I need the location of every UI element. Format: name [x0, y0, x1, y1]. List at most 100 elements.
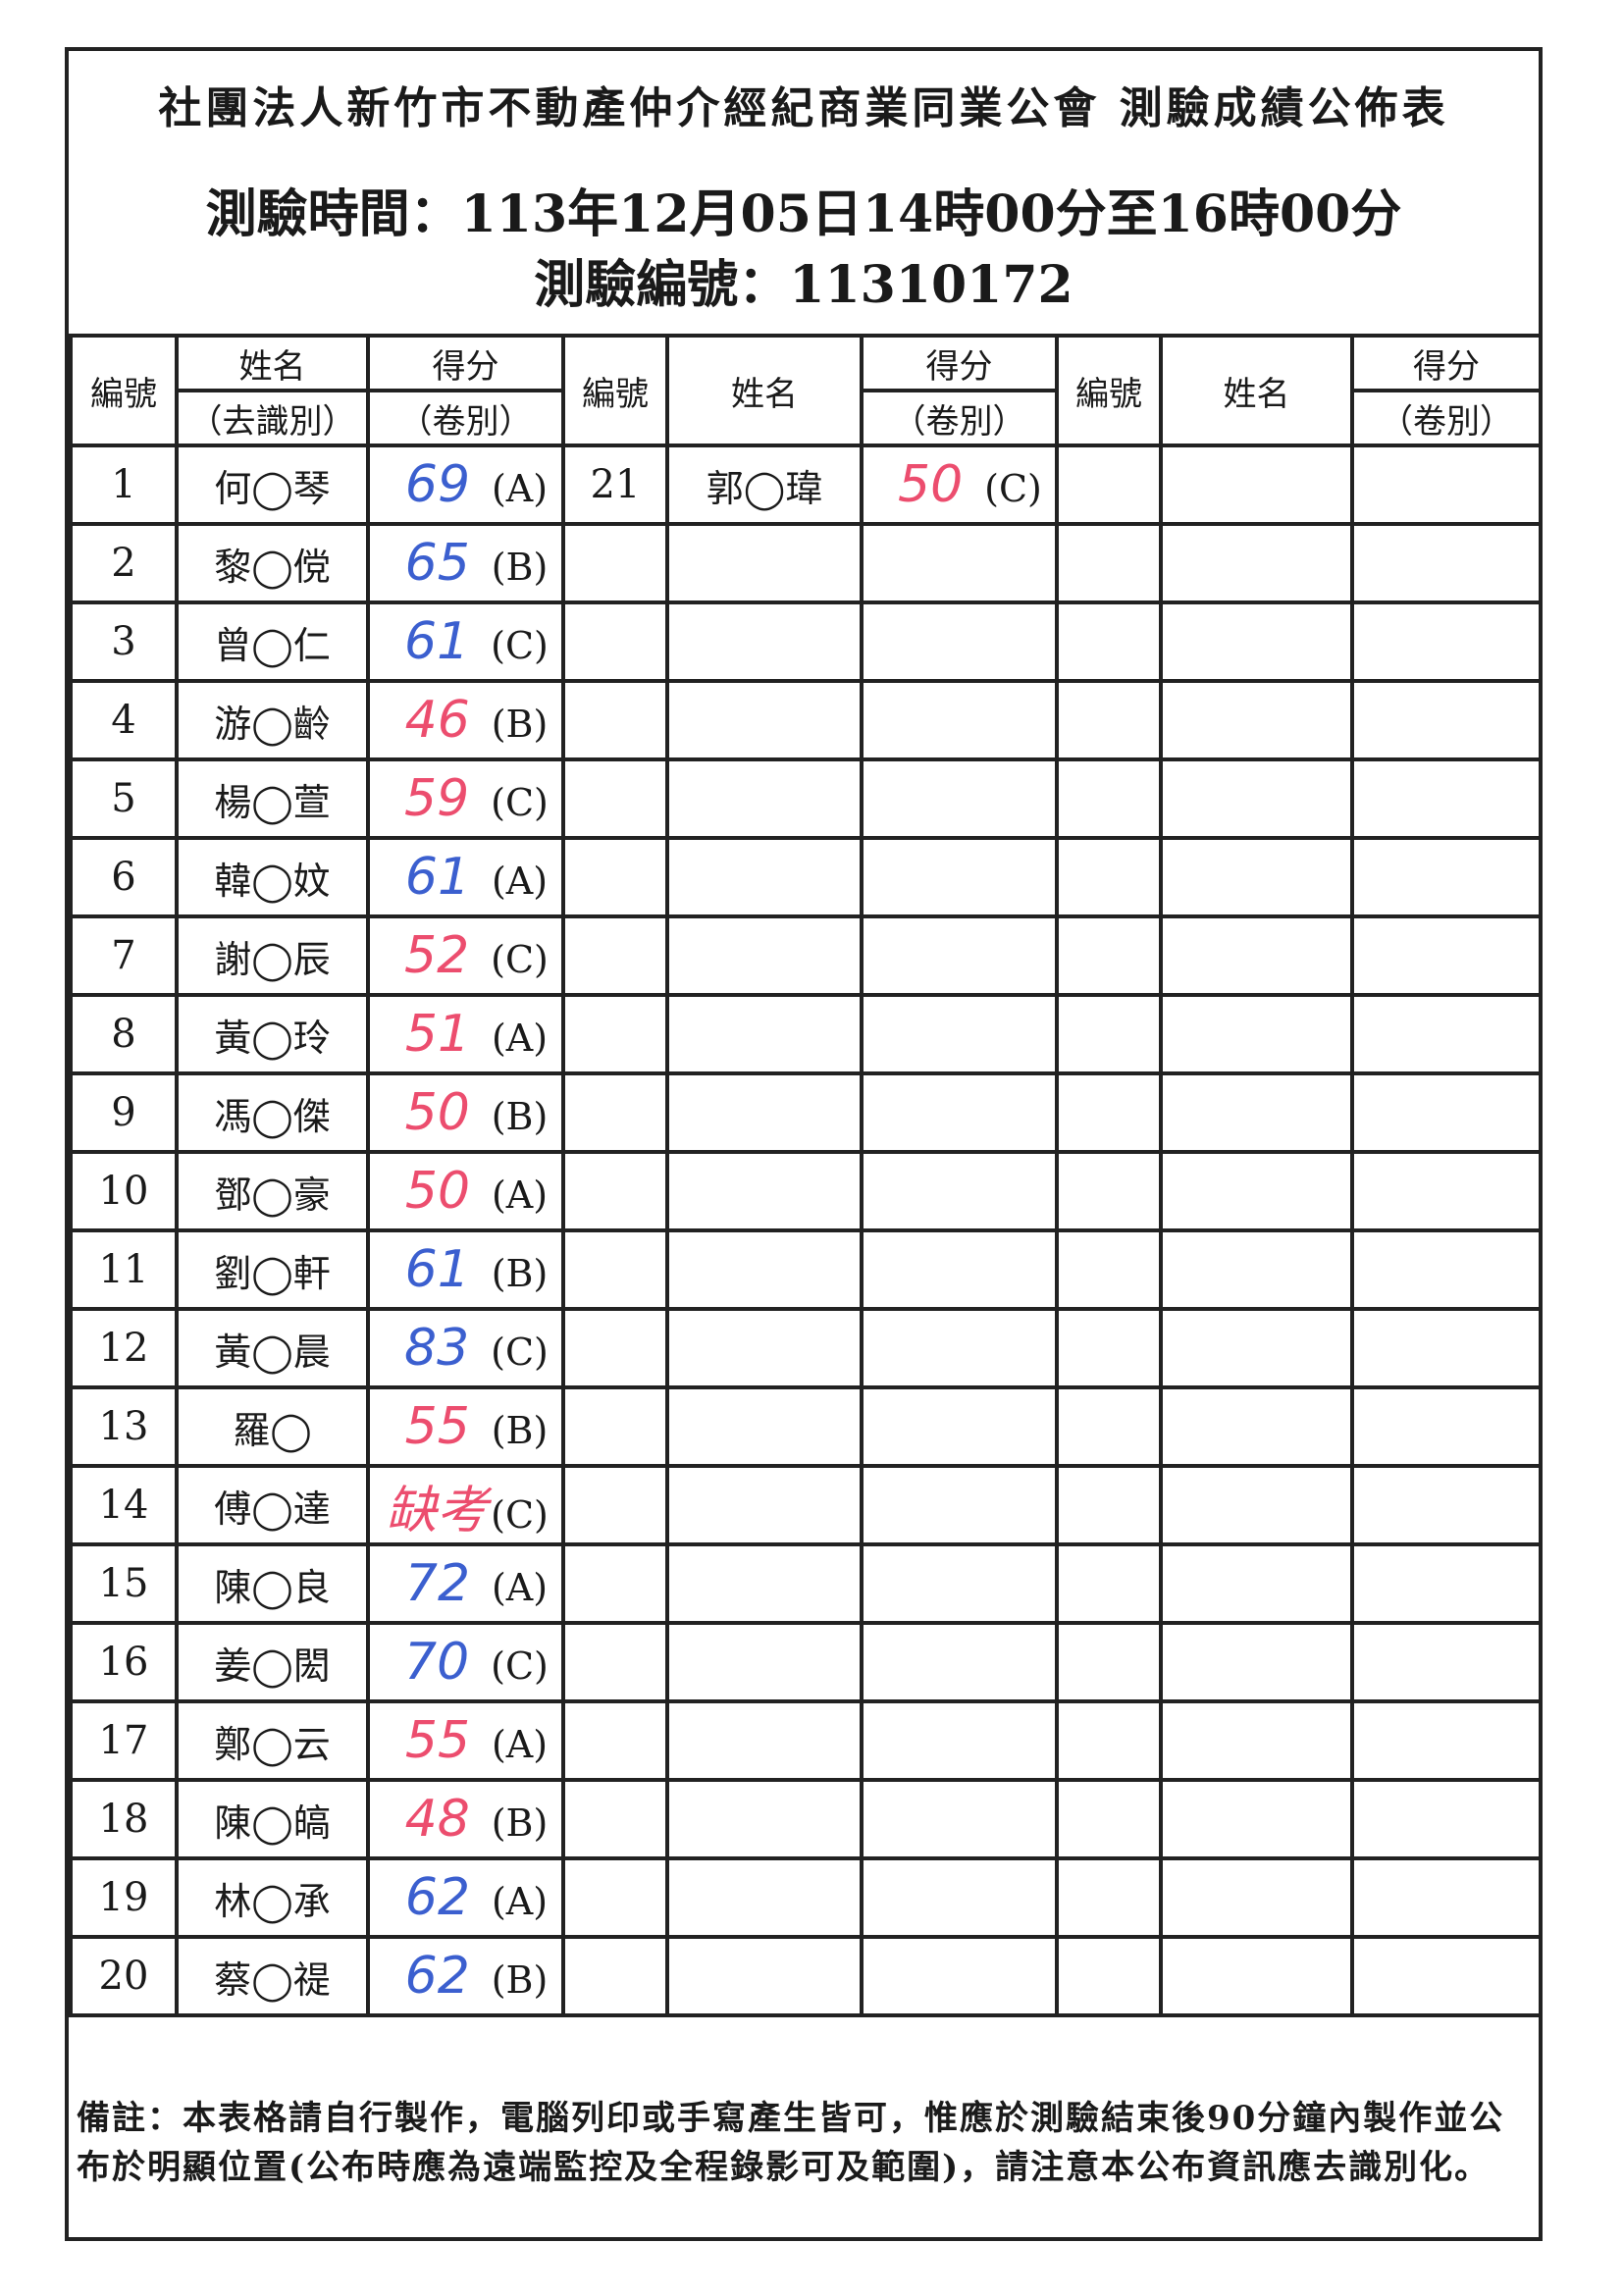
row-score-cell: 83 (C) — [366, 1307, 565, 1389]
row-number: 13 — [69, 1385, 179, 1468]
row-number: 1 — [69, 444, 179, 526]
empty-cell — [665, 1071, 864, 1154]
row-name: 何◯琴 — [175, 444, 370, 526]
empty-cell — [860, 1307, 1059, 1389]
empty-cell — [1159, 1778, 1354, 1860]
empty-cell — [1350, 1856, 1543, 1939]
empty-cell — [665, 993, 864, 1075]
empty-cell — [665, 1621, 864, 1703]
empty-cell — [1350, 1307, 1543, 1389]
row-score-cell: 59 (C) — [366, 757, 565, 840]
empty-cell — [561, 679, 669, 761]
empty-cell — [1159, 1856, 1354, 1939]
row-number: 18 — [69, 1778, 179, 1860]
row-paper: (B) — [491, 703, 549, 746]
empty-cell — [561, 600, 669, 683]
row-score-cell: 46 (B) — [366, 679, 565, 761]
empty-cell — [1350, 757, 1543, 840]
empty-cell — [1159, 993, 1354, 1075]
header-no: 編號 — [1055, 334, 1163, 447]
row-score-cell: 50 (B) — [366, 1071, 565, 1154]
empty-cell — [860, 1071, 1059, 1154]
empty-cell — [665, 1228, 864, 1311]
table-row: 6 韓◯妏 61 (A) — [69, 836, 1543, 918]
header-score-sub: （卷別） — [366, 389, 565, 447]
empty-cell — [1055, 1071, 1163, 1154]
row-number: 4 — [69, 679, 179, 761]
row-score-cell: 缺考(C) — [366, 1464, 565, 1546]
row-score-cell: 50 (A) — [366, 1150, 565, 1232]
empty-cell — [1159, 1150, 1354, 1232]
empty-cell — [665, 1542, 864, 1625]
row-name: 黎◯傥 — [175, 522, 370, 604]
row-number: 5 — [69, 757, 179, 840]
empty-cell — [1159, 1935, 1354, 2017]
row-score: 61 — [404, 1240, 470, 1299]
row-name: 馮◯傑 — [175, 1071, 370, 1154]
row-score: 61 — [404, 612, 470, 671]
header-name: 姓名 — [1159, 334, 1354, 447]
row-paper: (B) — [491, 1409, 549, 1452]
empty-cell — [665, 914, 864, 997]
row-score-cell: 62 (B) — [366, 1935, 565, 2017]
empty-cell — [860, 600, 1059, 683]
row-score: 50 — [898, 455, 964, 514]
row-paper: (A) — [491, 1017, 549, 1060]
row-score: 69 — [404, 455, 471, 514]
empty-cell — [860, 1699, 1059, 1782]
empty-cell — [665, 1464, 864, 1546]
empty-cell — [860, 993, 1059, 1075]
header-name-sub: （去識別） — [175, 389, 370, 447]
empty-cell — [1350, 679, 1543, 761]
row-name: 劉◯軒 — [175, 1228, 370, 1311]
empty-cell — [860, 914, 1059, 997]
row-name: 楊◯萱 — [175, 757, 370, 840]
table-row: 17 鄭◯云 55 (A) — [69, 1699, 1543, 1782]
table-row: 12 黃◯晨 83 (C) — [69, 1307, 1543, 1389]
empty-cell — [1350, 836, 1543, 918]
header-score-sub: （卷別） — [1350, 389, 1543, 447]
empty-cell — [860, 679, 1059, 761]
row-name: 黃◯晨 — [175, 1307, 370, 1389]
row-paper: (A) — [491, 1723, 549, 1766]
empty-cell — [561, 1307, 669, 1389]
empty-cell — [561, 1071, 669, 1154]
row-name: 姜◯閎 — [175, 1621, 370, 1703]
row-paper: (C) — [491, 781, 549, 824]
row-name: 陳◯皜 — [175, 1778, 370, 1860]
empty-cell — [1159, 836, 1354, 918]
empty-cell — [1350, 1385, 1543, 1468]
empty-cell — [665, 1856, 864, 1939]
empty-cell — [665, 1307, 864, 1389]
table-row: 13 羅◯ 55 (B) — [69, 1385, 1543, 1468]
empty-cell — [1159, 1621, 1354, 1703]
title-area: 社團法人新竹市不動產仲介經紀商業同業公會 測驗成績公佈表 測驗時間：113年12… — [69, 51, 1539, 338]
empty-cell — [561, 1150, 669, 1232]
row-name: 鄭◯云 — [175, 1699, 370, 1782]
row-name: 鄧◯豪 — [175, 1150, 370, 1232]
row-score: 50 — [404, 1162, 471, 1221]
row-paper: (C) — [491, 938, 549, 981]
row-score: 46 — [404, 691, 470, 750]
empty-cell — [1159, 1464, 1354, 1546]
table-row: 8 黃◯玲 51 (A) — [69, 993, 1543, 1075]
row-score: 62 — [404, 1947, 470, 2006]
table-row: 9 馮◯傑 50 (B) — [69, 1071, 1543, 1154]
empty-cell — [561, 1856, 669, 1939]
row-paper: (A) — [491, 860, 549, 903]
empty-cell — [1350, 1699, 1543, 1782]
row-number: 3 — [69, 600, 179, 683]
row-paper: (A) — [491, 1880, 549, 1923]
empty-cell — [1159, 1307, 1354, 1389]
table-row: 7 謝◯辰 52 (C) — [69, 914, 1543, 997]
row-score: 50 — [404, 1083, 470, 1142]
empty-cell — [665, 600, 864, 683]
empty-cell — [561, 1228, 669, 1311]
row-name: 游◯齡 — [175, 679, 370, 761]
empty-cell — [860, 522, 1059, 604]
row-score-cell: 61 (A) — [366, 836, 565, 918]
row-score: 65 — [404, 534, 470, 593]
row-number: 19 — [69, 1856, 179, 1939]
row-number: 11 — [69, 1228, 179, 1311]
row-score-cell: 55 (B) — [366, 1385, 565, 1468]
